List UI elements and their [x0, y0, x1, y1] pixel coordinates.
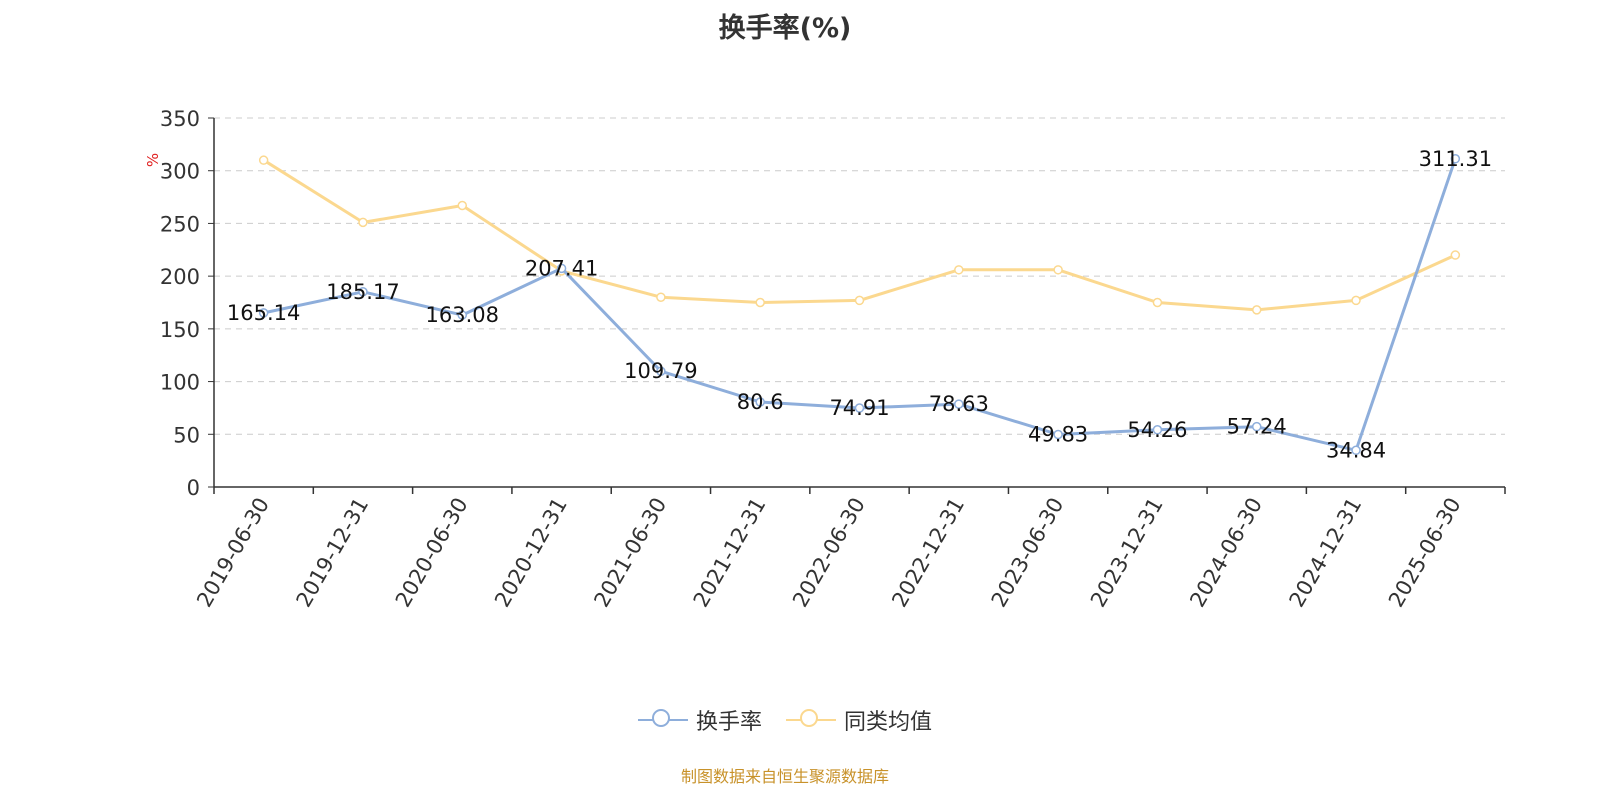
- x-tick-label-2022-06-30: 2022-06-30: [788, 494, 870, 612]
- legend-label-peer-average: 同类均值: [844, 710, 933, 735]
- series-0-point-1: [358, 287, 368, 297]
- series-0-point-4: [656, 366, 666, 376]
- series-0-point-10: [1251, 421, 1262, 432]
- series-1-point-4: [656, 292, 666, 302]
- data-label-5: 80.6: [737, 390, 784, 414]
- data-label-0: 165.14: [227, 301, 300, 325]
- data-label-4: 109.79: [624, 359, 697, 383]
- legend-marker-peer-average: [786, 707, 836, 733]
- chart-title: 换手率(%): [718, 13, 852, 44]
- series-0-point-6: [854, 403, 865, 413]
- grid-lines: [214, 117, 1505, 435]
- x-tick-label-2020-12-31: 2020-12-31: [490, 494, 572, 612]
- x-tick-label-2023-06-30: 2023-06-30: [987, 494, 1069, 612]
- data-label-11: 34.84: [1326, 438, 1386, 462]
- series-1-point-6: [854, 295, 865, 306]
- series-0-point-8: [1053, 429, 1063, 440]
- data-labels: 165.14 185.17 163.08 207.41 109.79 80.6 74.91 7…: [227, 147, 1492, 462]
- series-0-point-2: [457, 310, 468, 320]
- x-tick-label-2021-12-31: 2021-12-31: [689, 494, 771, 612]
- series-1-point-5: [755, 297, 765, 308]
- y-tick-label-250: 250: [160, 212, 200, 236]
- series-0-point-9: [1152, 425, 1163, 435]
- series-1-point-0: [258, 155, 269, 165]
- x-tick-label-2023-12-31: 2023-12-31: [1086, 494, 1168, 612]
- x-tick-label-2024-06-30: 2024-06-30: [1185, 494, 1267, 612]
- series-line-1: [262, 158, 1456, 312]
- legend-item-peer-average[interactable]: 同类均值: [786, 704, 932, 736]
- y-tick-label-0: 0: [187, 476, 200, 500]
- series-0-point-11: [1351, 445, 1361, 456]
- data-label-6: 74.91: [829, 396, 889, 420]
- data-label-1: 185.17: [326, 280, 399, 304]
- y-tick-label-50: 50: [173, 423, 200, 447]
- series-1-point-2: [457, 200, 468, 211]
- y-tick-label-150: 150: [160, 318, 200, 342]
- series-1-point-1: [358, 217, 368, 228]
- data-label-12: 311.31: [1419, 147, 1492, 171]
- series-1-point-12: [1450, 250, 1461, 260]
- legend-label-turnover: 换手率: [695, 710, 762, 735]
- source-note: 制图数据来自恒生聚源数据库: [680, 767, 889, 786]
- x-tick-label-2020-06-30: 2020-06-30: [391, 494, 473, 612]
- x-tick-label-2021-06-30: 2021-06-30: [589, 494, 671, 612]
- data-label-8: 49.83: [1028, 422, 1088, 446]
- series-0-point-5: [755, 397, 765, 407]
- series-0-point-3: [556, 263, 567, 274]
- series-1-point-10: [1251, 305, 1262, 315]
- series: [258, 154, 1461, 456]
- y-tick-label-300: 300: [160, 160, 200, 184]
- x-tick-label-2019-06-30: 2019-06-30: [192, 494, 274, 612]
- series-0-point-0: [258, 308, 269, 318]
- data-label-3: 207.41: [525, 256, 598, 280]
- x-tick-label-2025-06-30: 2025-06-30: [1384, 494, 1466, 612]
- x-tick-label-2024-12-31: 2024-12-31: [1285, 494, 1367, 612]
- series-0-point-12: [1450, 154, 1461, 164]
- series-1-point-7: [954, 265, 964, 275]
- legend: 换手率 同类均值: [0, 704, 1570, 736]
- series-0-point-7: [954, 399, 964, 409]
- y-tick-label-200: 200: [160, 265, 200, 289]
- series-1-point-11: [1351, 295, 1361, 306]
- data-label-7: 78.63: [929, 392, 989, 416]
- data-label-10: 57.24: [1227, 415, 1287, 439]
- legend-marker-turnover: [637, 707, 688, 733]
- legend-item-turnover[interactable]: 换手率: [637, 704, 762, 736]
- y-tick-label-100: 100: [160, 371, 200, 395]
- data-label-9: 54.26: [1127, 418, 1187, 442]
- series-1-point-8: [1053, 265, 1063, 275]
- x-tick-label-2022-12-31: 2022-12-31: [887, 494, 969, 612]
- x-tick-label-2019-12-31: 2019-12-31: [291, 494, 373, 612]
- series-1-point-9: [1152, 297, 1163, 308]
- axes: 0 50 100 150 200 250 300 350% 2019-06-30 2019-12-…: [144, 107, 1506, 612]
- y-tick-label-350: 350: [160, 107, 200, 131]
- y-axis-label: %: [144, 153, 162, 167]
- data-label-2: 163.08: [426, 303, 499, 327]
